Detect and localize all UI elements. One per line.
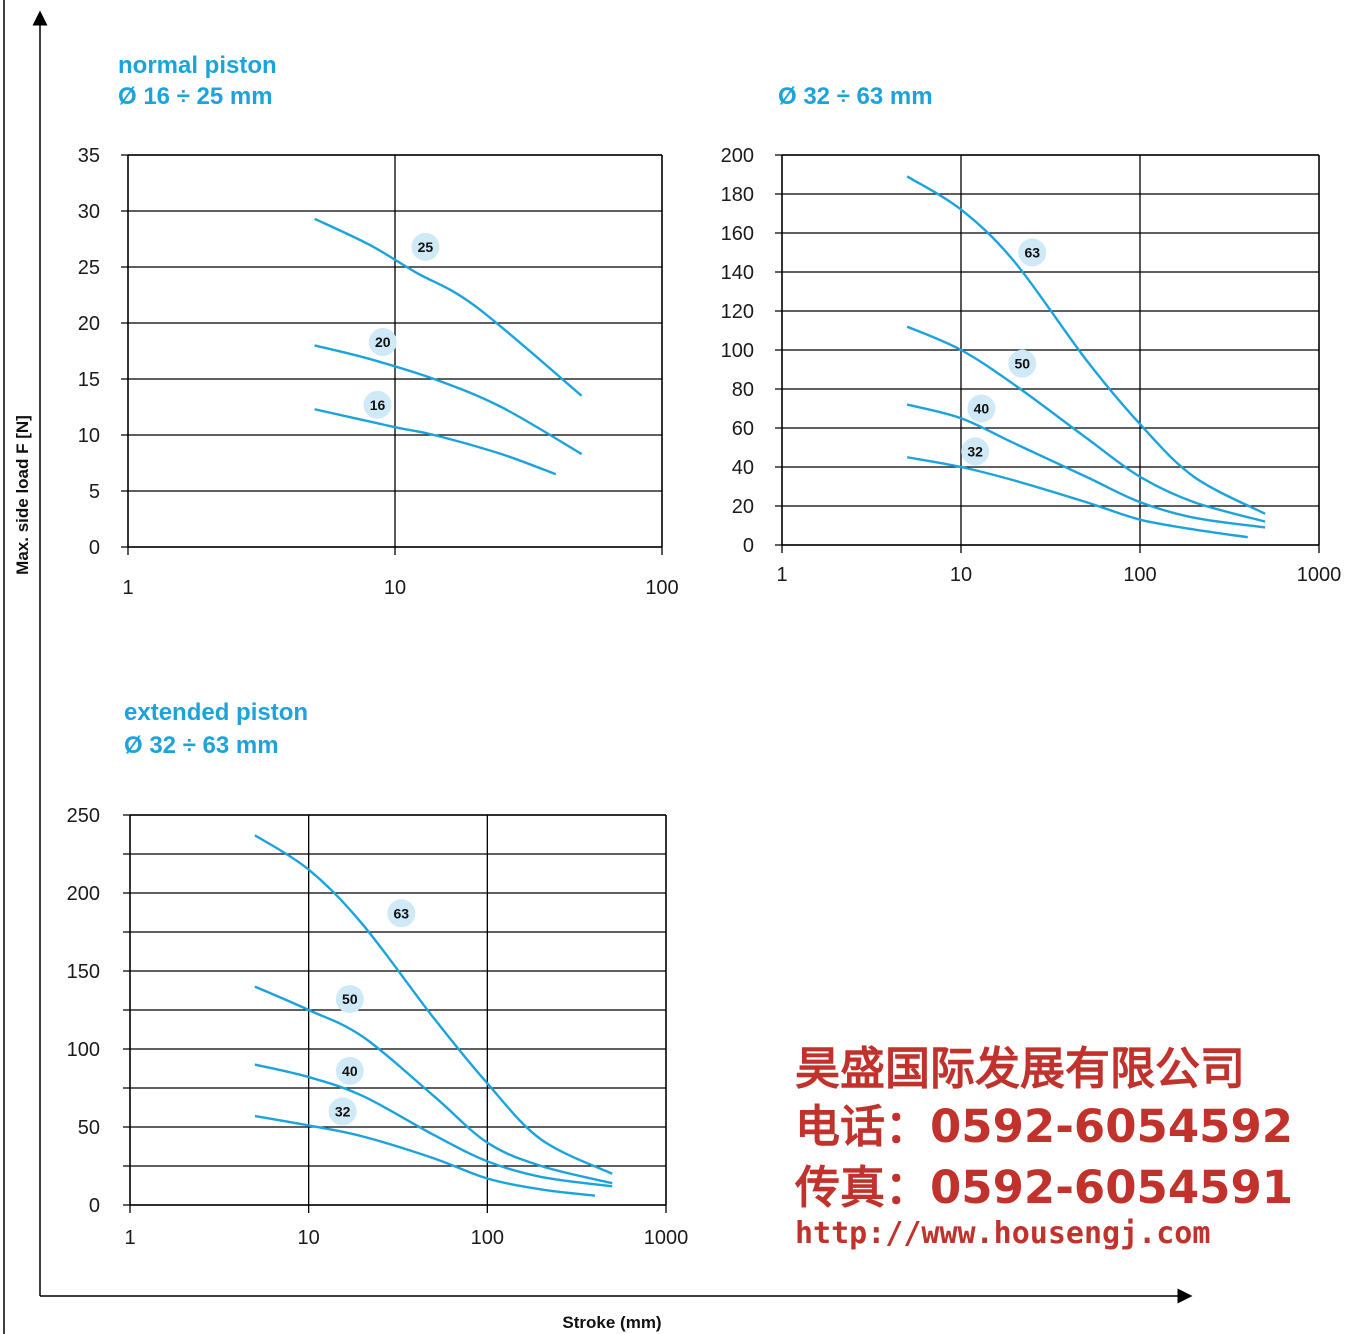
y-tick-label: 10: [78, 425, 100, 447]
series-badge-32: [328, 1097, 357, 1126]
x-tick-label: 1000: [644, 1227, 689, 1249]
chart3-subtitle: Ø 32 ÷ 63 mm: [124, 732, 279, 759]
series-line-50: [254, 985, 613, 1185]
y-tick-label: 40: [732, 457, 754, 479]
series-badge-20: [368, 328, 397, 357]
series-line-50: [906, 325, 1266, 523]
y-tick-label: 150: [67, 961, 100, 983]
series-line-63: [254, 834, 613, 1175]
y-tick-label: 15: [78, 369, 100, 391]
watermark-url: http://www.housengj.com: [795, 1216, 1210, 1251]
series-line-40: [254, 1063, 613, 1188]
series-line-32: [906, 456, 1248, 539]
series-label-63: 63: [394, 905, 410, 921]
series-badge-16: [363, 390, 392, 419]
series-label-25: 25: [418, 239, 434, 255]
y-tick-label: 200: [721, 145, 754, 167]
y-tick-label: 80: [732, 379, 754, 401]
y-tick-label: 160: [721, 223, 754, 245]
y-tick-label: 25: [78, 257, 100, 279]
series-label-40: 40: [342, 1063, 358, 1079]
y-tick-label: 5: [89, 481, 100, 503]
series-label-40: 40: [974, 401, 990, 417]
series-label-50: 50: [1015, 356, 1031, 372]
series-label-16: 16: [370, 397, 386, 413]
series-badge-50: [1008, 349, 1037, 378]
series-line-16: [314, 408, 557, 476]
y-tick-label: 30: [78, 201, 100, 223]
chart-extended-piston: 0 50 100 150 200 250 1 10 100 1000 63 50 40 32: [67, 805, 689, 1249]
x-axis-label: Stroke (mm): [562, 1313, 661, 1332]
chart1-title: normal piston: [118, 52, 277, 79]
series-badge-40: [335, 1056, 364, 1085]
y-tick-label: 0: [89, 537, 100, 559]
y-tick-label: 0: [89, 1195, 100, 1217]
y-tick-label: 60: [732, 418, 754, 440]
series-label-63: 63: [1024, 245, 1040, 261]
x-tick-label: 10: [298, 1227, 320, 1249]
y-tick-label: 120: [721, 301, 754, 323]
x-tick-label: 1: [776, 564, 787, 586]
series-label-32: 32: [967, 443, 983, 459]
chart-32-63: 0 20 40 60 80 100 120 140 160 180 200 1 10 100 1000 63 5…: [721, 145, 1342, 586]
chart1-subtitle: Ø 16 ÷ 25 mm: [118, 83, 273, 110]
series-line-40: [906, 403, 1266, 529]
watermark-phone: 电话：0592-6054592: [795, 1100, 1293, 1153]
x-tick-label: 1: [124, 1227, 135, 1249]
series-badge-40: [967, 394, 996, 423]
y-tick-label: 100: [67, 1039, 100, 1061]
y-tick-label: 180: [721, 184, 754, 206]
watermark-fax: 传真：0592-6054591: [794, 1161, 1293, 1214]
chart3-title: extended piston: [124, 699, 308, 726]
series-line-20: [314, 344, 583, 456]
series-label-32: 32: [335, 1103, 351, 1119]
y-tick-label: 50: [78, 1117, 100, 1139]
series-badge-63: [1018, 238, 1047, 267]
y-tick-label: 0: [743, 535, 754, 557]
series-label-50: 50: [342, 991, 358, 1007]
y-tick-label: 200: [67, 883, 100, 905]
series-label-20: 20: [375, 334, 391, 350]
x-tick-label: 100: [1123, 564, 1156, 586]
series-badge-25: [411, 232, 440, 261]
y-tick-label: 140: [721, 262, 754, 284]
x-tick-label: 100: [645, 577, 678, 599]
watermark-company: 昊盛国际发展有限公司: [795, 1042, 1245, 1095]
chart2-subtitle: Ø 32 ÷ 63 mm: [778, 83, 933, 110]
series-badge-63: [387, 899, 416, 928]
x-tick-label: 10: [950, 564, 972, 586]
series-line-63: [906, 175, 1266, 515]
x-tick-label: 10: [384, 577, 406, 599]
y-tick-label: 20: [78, 313, 100, 335]
y-tick-label: 35: [78, 145, 100, 167]
series-badge-32: [961, 437, 990, 466]
y-tick-label: 20: [732, 496, 754, 518]
chart-normal-piston: 0 5 10 15 20 25 30 35 1 10 100 25 20 16: [78, 145, 679, 599]
x-tick-label: 1: [122, 577, 133, 599]
x-tick-label: 1000: [1297, 564, 1342, 586]
series-badge-50: [335, 985, 364, 1014]
y-axis-label: Max. side load F [N]: [13, 415, 32, 575]
series-line-32: [254, 1114, 596, 1197]
series-line-25: [314, 217, 583, 397]
x-tick-label: 100: [471, 1227, 504, 1249]
y-tick-label: 100: [721, 340, 754, 362]
y-tick-label: 250: [67, 805, 100, 827]
